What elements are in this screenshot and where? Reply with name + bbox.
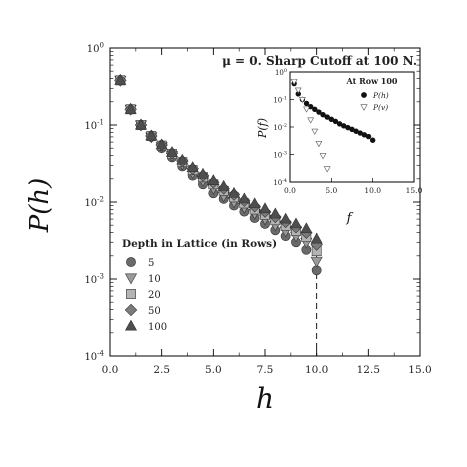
inset-x-tick-label: 0.0: [284, 186, 296, 195]
legend-label: 100: [148, 322, 167, 333]
data-point: [207, 174, 220, 185]
data-point: [258, 202, 272, 214]
inset-y-ticks: 100 10-1 10-2 10-3 10-4: [273, 68, 294, 187]
inset-data-point: [290, 79, 298, 86]
inset-data-point: [299, 97, 306, 104]
legend-label: 20: [148, 290, 161, 301]
legend-label: 50: [148, 306, 161, 317]
inset-x-ticks: 0.0 5.0 10.0 15.0: [284, 178, 423, 195]
inset-legend-marker: [360, 104, 368, 111]
inset-data-point: [323, 166, 331, 173]
data-point: [310, 232, 323, 244]
series-100: [114, 73, 323, 244]
legend: Depth in Lattice (in Rows) 5 10 20 50 100: [122, 238, 277, 333]
data-point: [155, 138, 168, 150]
inset-data-point: [315, 141, 323, 148]
inset-data-point: [303, 106, 310, 113]
main-x-tick-label: 10.0: [305, 364, 328, 376]
main-x-tick-label: 12.5: [357, 364, 380, 376]
data-point: [114, 73, 127, 85]
inset-y-tick-label: 10-1: [273, 95, 287, 104]
inset-legend: P(h) P(v): [360, 91, 389, 112]
inset-plot: 100 10-1 10-2 10-3 10-4 0.0 5.0 10.0 15.0 At Ro…: [256, 68, 423, 226]
main-x-axis-label: h: [256, 382, 274, 415]
inset-data-point: [303, 100, 310, 107]
data-point: [196, 167, 210, 179]
inset-data-point: [332, 118, 339, 125]
inset-data-point: [369, 137, 376, 143]
data-point: [134, 118, 148, 130]
inset-y-tick-label: 100: [275, 68, 287, 77]
inset-data-point: [365, 133, 372, 140]
data-point: [279, 212, 292, 224]
data-point: [300, 222, 313, 234]
data-point: [165, 146, 179, 157]
data-point: [227, 186, 241, 198]
legend-marker-20: [126, 289, 136, 299]
inset-x-tick-label: 5.0: [325, 186, 337, 195]
legend-marker-10: [124, 273, 138, 285]
legend-marker-5: [126, 257, 136, 267]
inset-data-point: [320, 112, 326, 118]
legend-items: 5 10 20 50 100: [124, 257, 167, 333]
inset-data-point: [312, 106, 318, 113]
main-x-tick-label: 5.0: [205, 364, 222, 376]
main-y-axis-label: P(h): [25, 178, 55, 234]
main-y-tick-label: 100: [87, 42, 104, 56]
main-x-tick-label: 0.0: [102, 364, 119, 376]
inset-legend-label: P(v): [372, 103, 388, 112]
inset-x-tick-label: 10.0: [364, 186, 381, 195]
main-plot: 100 10-1 10-2 10-3 10-4 0.0 2.5 5.0 7.5 10.0 12.5…: [25, 42, 432, 416]
inset-series-P(v): [290, 79, 331, 173]
inset-data-point: [307, 117, 315, 124]
inset-data-point: [311, 128, 319, 135]
legend-label: 5: [148, 258, 154, 269]
data-point: [145, 129, 158, 141]
inset-x-tick-label: 15.0: [406, 186, 423, 195]
main-x-tick-label: 15.0: [408, 364, 431, 376]
inset-series-P(h): [291, 80, 376, 143]
inset-data-points: [290, 79, 376, 173]
data-point: [124, 102, 137, 114]
data-point: [238, 192, 251, 204]
main-y-tick-label: 10-4: [84, 350, 104, 364]
main-x-tick-label: 7.5: [257, 364, 274, 376]
inset-data-point: [319, 153, 327, 160]
inset-y-tick-label: 10-2: [273, 123, 287, 132]
main-x-ticks: 0.0 2.5 5.0 7.5 10.0 12.5 15.0: [102, 48, 432, 376]
data-point: [310, 256, 323, 268]
main-y-tick-label: 10-1: [84, 119, 104, 133]
inset-data-point: [324, 114, 330, 120]
data-point: [176, 153, 189, 165]
inset-x-axis-label: f: [346, 211, 354, 226]
main-y-tick-label: 10-2: [84, 196, 104, 210]
inset-legend-marker: [361, 92, 367, 98]
data-point: [289, 217, 303, 229]
data-point: [186, 161, 199, 173]
legend-title: Depth in Lattice (in Rows): [122, 238, 277, 250]
main-data-points: [114, 73, 323, 276]
inset-y-tick-label: 10-4: [273, 178, 287, 187]
data-point: [269, 207, 282, 219]
inset-data-point: [316, 109, 322, 115]
legend-label: 10: [148, 274, 161, 285]
main-title: μ = 0. Sharp Cutoff at 100 N.: [222, 54, 417, 68]
inset-title: At Row 100: [346, 76, 398, 86]
main-x-tick-label: 2.5: [153, 364, 170, 376]
inset-y-axis-label: P(f): [256, 118, 269, 139]
main-y-tick-label: 10-3: [84, 273, 104, 287]
data-point: [217, 179, 230, 191]
legend-marker-100: [124, 319, 138, 331]
data-point: [248, 197, 261, 209]
inset-legend-label: P(h): [372, 91, 389, 100]
legend-marker-50: [124, 303, 138, 317]
inset-y-tick-label: 10-3: [273, 150, 287, 159]
inset-data-point: [294, 87, 302, 94]
